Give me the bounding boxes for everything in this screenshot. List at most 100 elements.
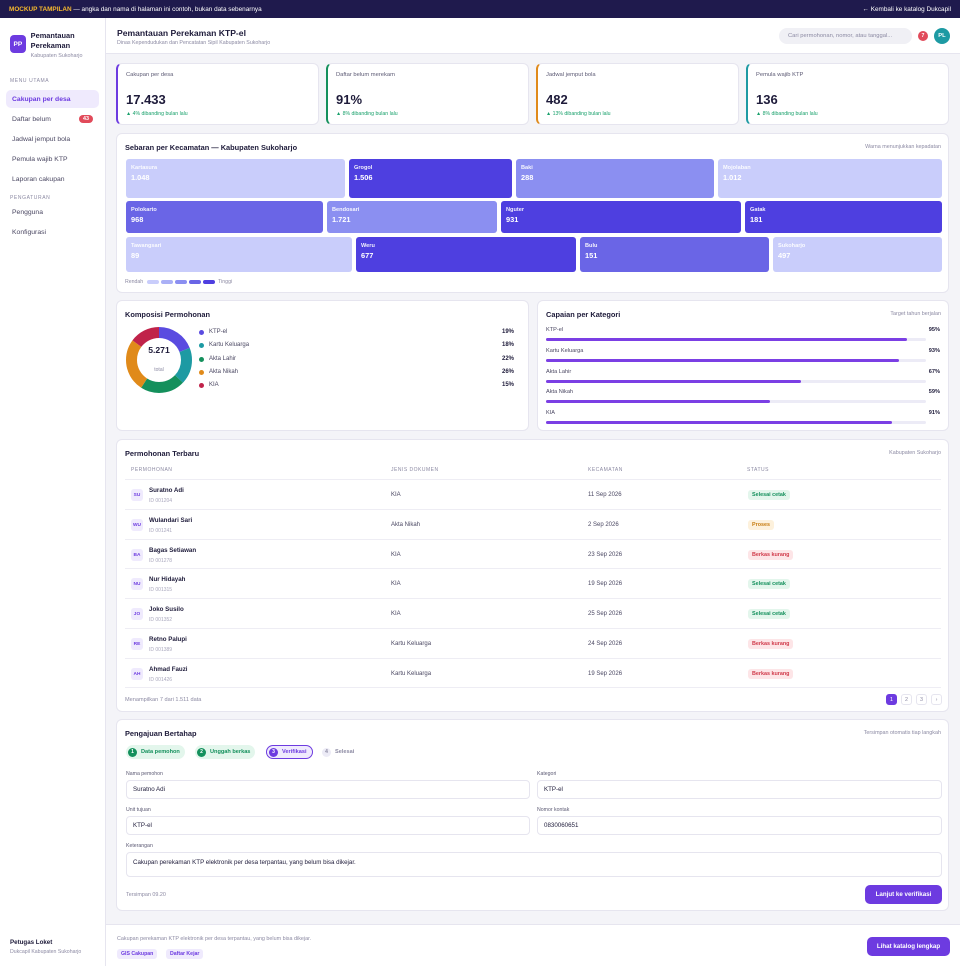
phone-field[interactable]: 0830060651 <box>537 816 942 835</box>
legend-percent: 15% <box>501 382 514 388</box>
avatar: RE <box>131 638 143 650</box>
avatar: WU <box>131 519 143 531</box>
sidebar-item-pemula[interactable]: Pemula wajib KTP <box>6 150 99 168</box>
sidebar-item-pengguna[interactable]: Pengguna <box>6 203 99 221</box>
table-row[interactable]: JO Joko Susilo ID 001352 KIA 25 Sep 2026… <box>125 598 941 628</box>
legend-swatch <box>147 280 160 284</box>
page-button-1[interactable]: 1 <box>886 694 897 705</box>
sidebar-item-konfigurasi[interactable]: Konfigurasi <box>6 223 99 241</box>
district-name: Bendosari <box>332 207 360 213</box>
back-to-catalog-link[interactable]: ← Kembali ke katalog Dukcapil <box>862 5 951 13</box>
district-tile[interactable]: Weru 677 <box>356 237 576 272</box>
step-number: 4 <box>322 747 331 757</box>
notes-textarea[interactable]: Cakupan perekaman KTP elektronik per des… <box>126 852 942 877</box>
notification-badge[interactable]: 7 <box>918 31 928 41</box>
table-row[interactable]: NU Nur Hidayah ID 001315 KIA 19 Sep 2026… <box>125 568 941 598</box>
sidebar-item-laporan[interactable]: Laporan cakupan <box>6 170 99 188</box>
progress-label: Akta Lahir <box>546 369 572 375</box>
district-tile[interactable]: Bendosari 1.721 <box>327 201 497 233</box>
district-name: Weru <box>361 243 375 249</box>
applicant-name: Retno Palupi <box>149 636 187 643</box>
district-tile[interactable]: Mojolaban 1.012 <box>718 159 942 198</box>
recent-note: Kabupaten Sukoharjo <box>889 450 941 456</box>
avatar[interactable]: PL <box>934 28 950 44</box>
legend-high-label: Tinggi <box>218 279 233 285</box>
legend-label: Akta Lahir <box>209 356 237 362</box>
next-page-button[interactable]: › <box>931 694 942 705</box>
applicant-name-field[interactable]: Suratno Adi <box>126 780 530 799</box>
table-row[interactable]: BA Bagas Setiawan ID 001278 KIA 23 Sep 2… <box>125 539 941 569</box>
step-selesai[interactable]: 4 Selesai <box>320 745 359 759</box>
kpi-label: Pemula wajib KTP <box>756 72 804 78</box>
request-date: 11 Sep 2026 <box>588 492 622 498</box>
legend-label: KIA <box>209 382 219 388</box>
progress-track <box>546 421 926 424</box>
step-number: 1 <box>128 747 137 757</box>
tag-daftar-kejar[interactable]: Daftar Kejar <box>166 949 204 959</box>
table-row[interactable]: RE Retno Palupi ID 001389 Kartu Keluarga… <box>125 628 941 658</box>
progress-label: KTP-el <box>546 327 564 333</box>
district-tile[interactable]: Nguter 931 <box>501 201 741 233</box>
legend-item: Akta Lahir 22% <box>199 356 514 362</box>
district-value: 968 <box>131 215 144 224</box>
brand-name: Pemantauan Perekaman <box>30 31 75 50</box>
status-badge: Berkas kurang <box>748 639 794 649</box>
table-summary: Menampilkan 7 dari 1.511 data <box>125 697 202 703</box>
progress-percent: 67% <box>928 369 940 375</box>
heatmap-legend: Rendah Tinggi <box>125 279 232 285</box>
step-verifikasi[interactable]: 3 Verifikasi <box>266 745 313 759</box>
district-tile[interactable]: Polokarto 968 <box>126 201 323 233</box>
district-value: 1.506 <box>354 173 373 182</box>
sidebar-item-jadwal[interactable]: Jadwal jemput bola <box>6 130 99 148</box>
achievement-card: Capaian per Kategori Target tahun berjal… <box>537 300 949 431</box>
legend-swatch <box>175 280 188 284</box>
district-tile[interactable]: Tawangsari 89 <box>126 237 352 272</box>
district-tile[interactable]: Gatak 181 <box>745 201 942 233</box>
footer-description: Cakupan perekaman KTP elektronik per des… <box>117 936 312 942</box>
progress-fill <box>546 400 771 403</box>
kpi-value: 91% <box>336 92 363 107</box>
nav-section-settings: PENGATURAN <box>10 195 51 201</box>
unit-field[interactable]: KTP-el <box>126 816 530 835</box>
sidebar-item-label: Daftar belum <box>12 115 51 123</box>
view-catalog-button[interactable]: Lihat katalog lengkap <box>867 937 950 956</box>
table-row[interactable]: AH Ahmad Fauzi ID 001426 Kartu Keluarga … <box>125 658 941 688</box>
donut-slice-kia <box>126 327 192 393</box>
sidebar-item-cakupan[interactable]: Cakupan per desa <box>6 90 99 108</box>
document-type: KIA <box>391 581 401 587</box>
next-step-button[interactable]: Lanjut ke verifikasi <box>865 885 942 904</box>
legend-swatch <box>203 280 216 284</box>
search-input[interactable]: Cari permohonan, nomor, atau tanggal... <box>779 28 912 44</box>
applicant-name: Bagas Setiawan <box>149 547 197 554</box>
applicant-name: Wulandari Sari <box>149 517 193 524</box>
user-role: Dukcapil Kabupaten Sukoharjo <box>10 949 82 955</box>
sidebar-item-label: Cakupan per desa <box>12 95 71 103</box>
district-name: Gatak <box>750 207 766 213</box>
district-tile[interactable]: Grogol 1.506 <box>349 159 512 198</box>
applicant-id: ID 001426 <box>149 677 173 683</box>
step-unggah-berkas[interactable]: 2 Unggah berkas <box>195 745 256 759</box>
legend-percent: 26% <box>501 369 514 375</box>
district-tile[interactable]: Sukoharjo 497 <box>773 237 942 272</box>
table-row[interactable]: WU Wulandari Sari ID 001241 Akta Nikah 2… <box>125 509 941 539</box>
district-tile[interactable]: Baki 288 <box>516 159 714 198</box>
legend-swatch <box>161 280 174 284</box>
legend-swatch <box>189 280 202 284</box>
page-button-3[interactable]: 3 <box>916 694 927 705</box>
step-label: Unggah berkas <box>210 749 251 755</box>
donut-total: 5.271 <box>148 345 170 355</box>
district-tile[interactable]: Bulu 151 <box>580 237 769 272</box>
table-row[interactable]: SU Suratno Adi ID 001204 KIA 11 Sep 2026… <box>125 479 941 509</box>
composition-card: Komposisi Permohonan 5.271 total KTP-el 1… <box>116 300 529 431</box>
district-tile[interactable]: Kartasura 1.048 <box>126 159 345 198</box>
progress-percent: 91% <box>928 410 940 416</box>
category-select[interactable]: KTP-el <box>537 780 942 799</box>
save-status: Tersimpan 09.20 <box>126 892 166 898</box>
tag-gis-cakupan[interactable]: GIS Cakupan <box>117 949 158 959</box>
legend-percent: 22% <box>501 356 514 362</box>
step-data-pemohon[interactable]: 1 Data pemohon <box>126 745 185 759</box>
progress-label: Kartu Keluarga <box>546 348 584 354</box>
page-button-2[interactable]: 2 <box>901 694 912 705</box>
heatmap-title: Sebaran per Kecamatan — Kabupaten Sukoha… <box>125 143 298 152</box>
sidebar-item-daftar-belum[interactable]: Daftar belum 43 <box>6 110 99 128</box>
